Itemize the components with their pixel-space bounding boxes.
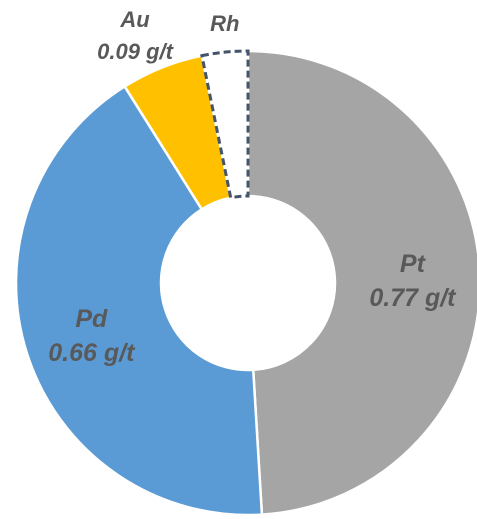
label-au-name: Au: [119, 7, 150, 32]
label-pt-name: Pt: [400, 250, 427, 278]
label-au-value: 0.09 g/t: [97, 39, 174, 64]
label-pd-value: 0.66 g/t: [48, 339, 136, 367]
label-rh-name: Rh: [210, 11, 239, 36]
label-pt-value: 0.77 g/t: [369, 284, 457, 312]
slice-pd: [14, 84, 264, 517]
slice-pt: [246, 49, 477, 516]
slice-rh: [200, 49, 250, 200]
label-pd-name: Pd: [75, 305, 108, 333]
